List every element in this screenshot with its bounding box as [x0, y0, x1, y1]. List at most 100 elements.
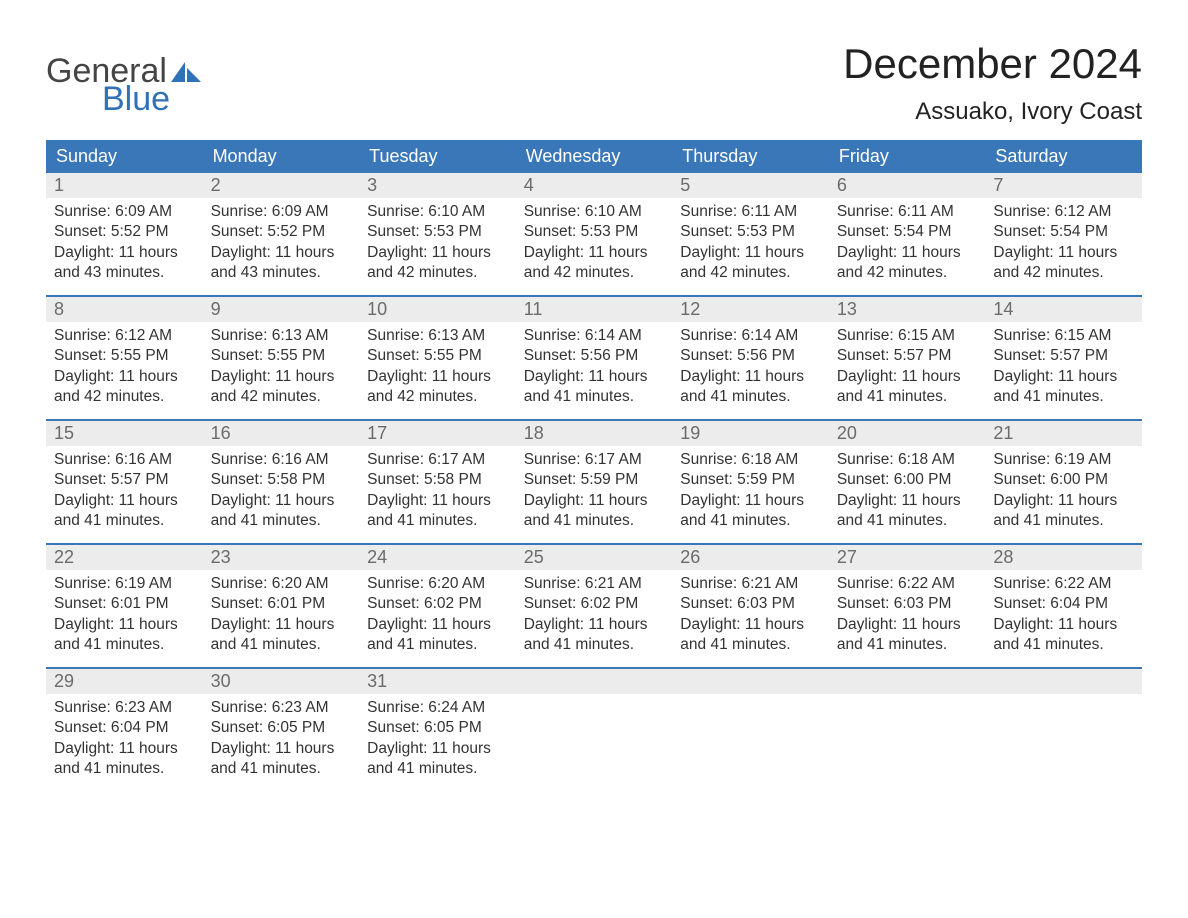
day-number: 16 [203, 421, 360, 446]
dow-wednesday: Wednesday [516, 140, 673, 173]
sunset-line: Sunset: 5:55 PM [367, 346, 508, 366]
sunrise-line: Sunrise: 6:24 AM [367, 698, 508, 718]
dow-saturday: Saturday [985, 140, 1142, 173]
day-body: Sunrise: 6:19 AMSunset: 6:01 PMDaylight:… [46, 570, 203, 662]
sunset-line: Sunset: 5:52 PM [54, 222, 195, 242]
day-body: Sunrise: 6:18 AMSunset: 5:59 PMDaylight:… [672, 446, 829, 538]
day-number: 3 [359, 173, 516, 198]
week-row: 15Sunrise: 6:16 AMSunset: 5:57 PMDayligh… [46, 419, 1142, 543]
daylight-line: Daylight: 11 hours and 41 minutes. [524, 491, 665, 532]
day-body: Sunrise: 6:23 AMSunset: 6:04 PMDaylight:… [46, 694, 203, 786]
day-number: 24 [359, 545, 516, 570]
sunset-line: Sunset: 5:57 PM [837, 346, 978, 366]
sunrise-line: Sunrise: 6:16 AM [54, 450, 195, 470]
day-body: Sunrise: 6:20 AMSunset: 6:02 PMDaylight:… [359, 570, 516, 662]
day-cell: 11Sunrise: 6:14 AMSunset: 5:56 PMDayligh… [516, 297, 673, 419]
day-cell [516, 669, 673, 791]
day-body: Sunrise: 6:18 AMSunset: 6:00 PMDaylight:… [829, 446, 986, 538]
day-number: 18 [516, 421, 673, 446]
daylight-line: Daylight: 11 hours and 43 minutes. [54, 243, 195, 284]
week-row: 8Sunrise: 6:12 AMSunset: 5:55 PMDaylight… [46, 295, 1142, 419]
sunset-line: Sunset: 5:56 PM [524, 346, 665, 366]
day-cell: 22Sunrise: 6:19 AMSunset: 6:01 PMDayligh… [46, 545, 203, 667]
sunrise-line: Sunrise: 6:18 AM [680, 450, 821, 470]
dow-sunday: Sunday [46, 140, 203, 173]
day-cell: 28Sunrise: 6:22 AMSunset: 6:04 PMDayligh… [985, 545, 1142, 667]
sunrise-line: Sunrise: 6:23 AM [211, 698, 352, 718]
sunset-line: Sunset: 5:56 PM [680, 346, 821, 366]
daylight-line: Daylight: 11 hours and 42 minutes. [680, 243, 821, 284]
day-number: 9 [203, 297, 360, 322]
day-number: 21 [985, 421, 1142, 446]
day-body: Sunrise: 6:22 AMSunset: 6:03 PMDaylight:… [829, 570, 986, 662]
day-cell: 10Sunrise: 6:13 AMSunset: 5:55 PMDayligh… [359, 297, 516, 419]
daylight-line: Daylight: 11 hours and 41 minutes. [837, 367, 978, 408]
day-body: Sunrise: 6:19 AMSunset: 6:00 PMDaylight:… [985, 446, 1142, 538]
sunrise-line: Sunrise: 6:21 AM [524, 574, 665, 594]
sunrise-line: Sunrise: 6:17 AM [367, 450, 508, 470]
day-number: 28 [985, 545, 1142, 570]
logo-text-blue: Blue [102, 82, 201, 116]
day-body: Sunrise: 6:10 AMSunset: 5:53 PMDaylight:… [516, 198, 673, 290]
day-body: Sunrise: 6:10 AMSunset: 5:53 PMDaylight:… [359, 198, 516, 290]
sunset-line: Sunset: 5:53 PM [367, 222, 508, 242]
daylight-line: Daylight: 11 hours and 41 minutes. [367, 491, 508, 532]
day-body: Sunrise: 6:12 AMSunset: 5:54 PMDaylight:… [985, 198, 1142, 290]
day-body: Sunrise: 6:16 AMSunset: 5:57 PMDaylight:… [46, 446, 203, 538]
daylight-line: Daylight: 11 hours and 41 minutes. [211, 615, 352, 656]
days-of-week-header: Sunday Monday Tuesday Wednesday Thursday… [46, 140, 1142, 173]
sunset-line: Sunset: 5:55 PM [211, 346, 352, 366]
sunset-line: Sunset: 6:01 PM [54, 594, 195, 614]
sunrise-line: Sunrise: 6:15 AM [993, 326, 1134, 346]
day-cell: 18Sunrise: 6:17 AMSunset: 5:59 PMDayligh… [516, 421, 673, 543]
day-body: Sunrise: 6:14 AMSunset: 5:56 PMDaylight:… [516, 322, 673, 414]
day-number: 30 [203, 669, 360, 694]
day-cell [672, 669, 829, 791]
daylight-line: Daylight: 11 hours and 41 minutes. [211, 491, 352, 532]
day-number: 22 [46, 545, 203, 570]
sunrise-line: Sunrise: 6:11 AM [837, 202, 978, 222]
sunrise-line: Sunrise: 6:22 AM [837, 574, 978, 594]
day-body: Sunrise: 6:21 AMSunset: 6:03 PMDaylight:… [672, 570, 829, 662]
sunset-line: Sunset: 5:54 PM [993, 222, 1134, 242]
day-body: Sunrise: 6:23 AMSunset: 6:05 PMDaylight:… [203, 694, 360, 786]
daylight-line: Daylight: 11 hours and 41 minutes. [680, 491, 821, 532]
sunrise-line: Sunrise: 6:10 AM [524, 202, 665, 222]
day-cell: 17 Sunrise: 6:17 AMSunset: 5:58 PMDayligh… [359, 421, 516, 543]
week-row: 1Sunrise: 6:09 AMSunset: 5:52 PMDaylight… [46, 173, 1142, 295]
daylight-line: Daylight: 11 hours and 41 minutes. [211, 739, 352, 780]
day-number: 1 [46, 173, 203, 198]
sunrise-line: Sunrise: 6:13 AM [367, 326, 508, 346]
sunset-line: Sunset: 5:57 PM [54, 470, 195, 490]
day-number: 17 [359, 421, 516, 446]
daylight-line: Daylight: 11 hours and 41 minutes. [680, 367, 821, 408]
day-cell: 30Sunrise: 6:23 AMSunset: 6:05 PMDayligh… [203, 669, 360, 791]
sunrise-line: Sunrise: 6:21 AM [680, 574, 821, 594]
title-block: December 2024 Assuako, Ivory Coast [843, 40, 1142, 126]
daylight-line: Daylight: 11 hours and 41 minutes. [680, 615, 821, 656]
day-number: 13 [829, 297, 986, 322]
day-cell [985, 669, 1142, 791]
day-number: 6 [829, 173, 986, 198]
day-number: 7 [985, 173, 1142, 198]
sunset-line: Sunset: 5:52 PM [211, 222, 352, 242]
daylight-line: Daylight: 11 hours and 42 minutes. [524, 243, 665, 284]
sunset-line: Sunset: 5:59 PM [680, 470, 821, 490]
sunset-line: Sunset: 6:05 PM [211, 718, 352, 738]
day-number: 26 [672, 545, 829, 570]
sunset-line: Sunset: 5:58 PM [367, 470, 508, 490]
brand-logo: General Blue [46, 40, 201, 116]
sunset-line: Sunset: 6:02 PM [524, 594, 665, 614]
day-number: 4 [516, 173, 673, 198]
day-cell: 23Sunrise: 6:20 AMSunset: 6:01 PMDayligh… [203, 545, 360, 667]
day-cell: 12Sunrise: 6:14 AMSunset: 5:56 PMDayligh… [672, 297, 829, 419]
daylight-line: Daylight: 11 hours and 41 minutes. [524, 615, 665, 656]
day-cell: 24Sunrise: 6:20 AMSunset: 6:02 PMDayligh… [359, 545, 516, 667]
day-body: Sunrise: 6:12 AMSunset: 5:55 PMDaylight:… [46, 322, 203, 414]
daylight-line: Daylight: 11 hours and 41 minutes. [367, 739, 508, 780]
day-body: Sunrise: 6:22 AMSunset: 6:04 PMDaylight:… [985, 570, 1142, 662]
day-number: 29 [46, 669, 203, 694]
day-body: Sunrise: 6:17 AMSunset: 5:59 PMDaylight:… [516, 446, 673, 538]
day-cell: 13Sunrise: 6:15 AMSunset: 5:57 PMDayligh… [829, 297, 986, 419]
day-cell: 5Sunrise: 6:11 AMSunset: 5:53 PMDaylight… [672, 173, 829, 295]
